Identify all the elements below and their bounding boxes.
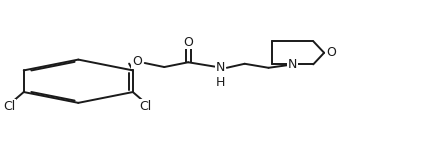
Text: H: H — [216, 76, 226, 89]
Text: N: N — [216, 61, 226, 74]
Text: Cl: Cl — [140, 100, 152, 113]
Text: O: O — [326, 46, 336, 59]
Text: O: O — [132, 55, 142, 68]
Text: O: O — [183, 36, 193, 49]
Text: Cl: Cl — [3, 100, 15, 113]
Text: N: N — [288, 58, 297, 71]
